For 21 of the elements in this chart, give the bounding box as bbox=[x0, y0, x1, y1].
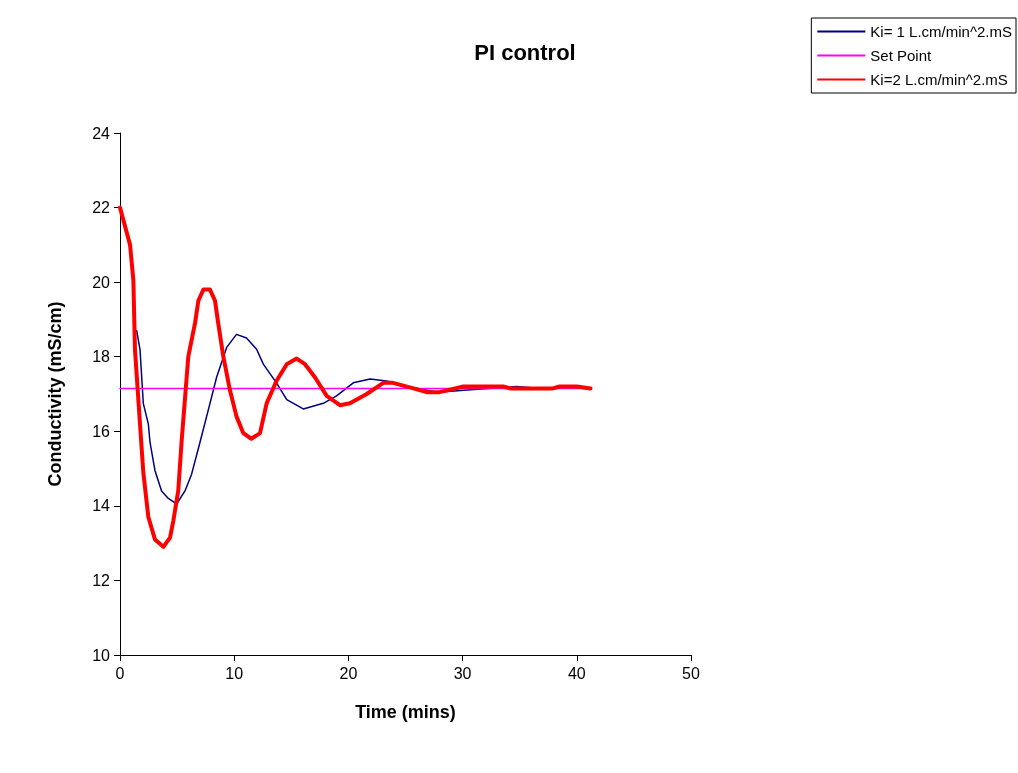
y-tick-label: 20 bbox=[92, 273, 111, 291]
chart-title: PI control bbox=[474, 39, 576, 65]
y-tick-label: 18 bbox=[92, 348, 111, 366]
x-tick-label: 20 bbox=[339, 664, 358, 682]
y-tick-label: 22 bbox=[92, 199, 111, 217]
x-tick-label: 30 bbox=[453, 664, 472, 682]
y-axis-title: Conductivity (mS/cm) bbox=[45, 301, 65, 487]
x-tick-label: 50 bbox=[682, 664, 700, 682]
y-tick-label: 12 bbox=[92, 571, 111, 589]
legend-label: Ki=2 L.cm/min^2.mS bbox=[870, 71, 1008, 88]
y-tick-label: 16 bbox=[92, 422, 111, 440]
x-tick-label: 0 bbox=[115, 664, 125, 682]
line-series bbox=[118, 205, 593, 549]
y-tick-label: 24 bbox=[92, 124, 111, 142]
x-axis-title: Time (mins) bbox=[355, 702, 456, 722]
y-tick-label: 14 bbox=[92, 497, 111, 515]
x-tick-label: 40 bbox=[567, 664, 586, 682]
y-tick-label: 10 bbox=[92, 646, 111, 664]
x-tick-label: 10 bbox=[225, 664, 244, 682]
legend-label: Set Point bbox=[870, 47, 933, 64]
legend-label: Ki= 1 L.cm/min^2.mS bbox=[870, 23, 1013, 40]
